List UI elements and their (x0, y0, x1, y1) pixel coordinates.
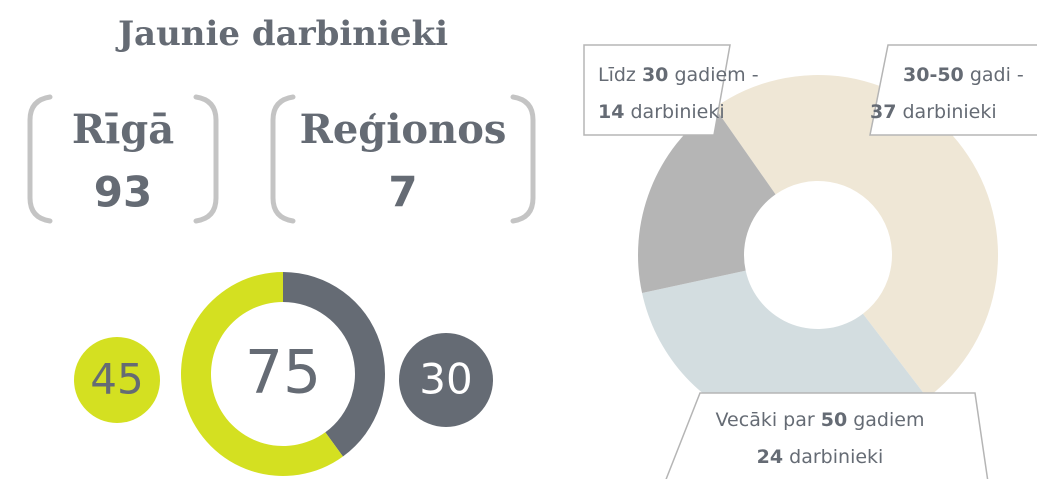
label-value: 14 (598, 101, 624, 123)
donut-segment (638, 107, 776, 294)
label-part: Līdz (598, 64, 636, 86)
value-label: 30 (419, 355, 472, 404)
bracket (193, 94, 219, 224)
label-value: 24 (757, 446, 783, 468)
label-box (583, 44, 731, 136)
bracket (270, 94, 296, 224)
label-unit: darbinieki (903, 101, 997, 123)
label-value: 37 (870, 101, 896, 123)
value-bubble (74, 337, 160, 423)
value-label: 45 (90, 355, 143, 404)
segment-label: 37 darbinieki (870, 101, 997, 123)
value-bubble (399, 333, 493, 427)
donuts: 75 30 45 (74, 75, 998, 476)
location-count: 93 (94, 168, 152, 217)
label-box (665, 392, 989, 479)
label-part: gadi - (970, 64, 1024, 86)
label-part: gadiem (853, 409, 924, 431)
donut-total: 75 (245, 338, 321, 408)
label-part: Vecāki par (716, 409, 815, 431)
segment-label: 14 darbinieki (598, 101, 725, 123)
label-part: 50 (821, 409, 847, 431)
bracket (27, 94, 53, 224)
segment-label: Vecāki par 50 gadiem (716, 409, 925, 431)
bracket (510, 94, 536, 224)
location-name: Reģionos (300, 106, 507, 153)
donut-segment (181, 272, 343, 476)
segment-label: 30-50 gadi - (903, 64, 1024, 86)
location-name: Rīgā (72, 106, 174, 153)
label-part: 30 (642, 64, 668, 86)
title: Jaunie darbinieki (115, 14, 448, 54)
labels: 30-50 gadi - 37 darbinieki Vecāki par 50 g… (598, 64, 1024, 468)
label-part: 30-50 (903, 64, 964, 86)
segment-label: 24 darbinieki (757, 446, 884, 468)
segment-label: Līdz 30 gadiem - (598, 64, 759, 86)
label-unit: darbinieki (789, 446, 883, 468)
label-box (869, 44, 1037, 136)
label-part: gadiem - (674, 64, 758, 86)
location-count: 7 (388, 168, 417, 217)
donut-segment (283, 272, 386, 457)
label-unit: darbinieki (631, 101, 725, 123)
donut-segment (714, 75, 998, 398)
